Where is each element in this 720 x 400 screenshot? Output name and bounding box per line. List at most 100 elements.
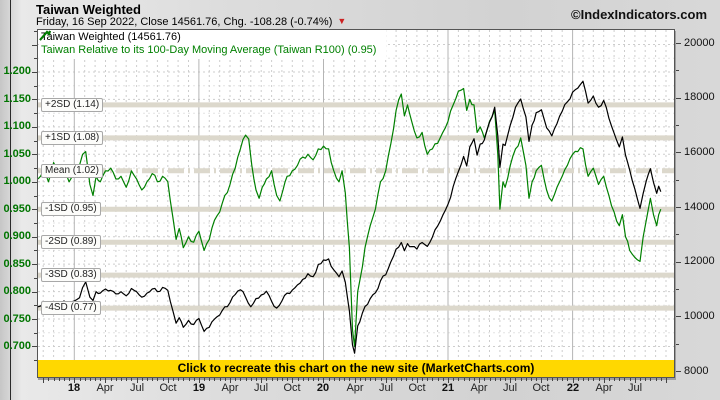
x-axis-tick xyxy=(48,378,49,381)
y-left-tick xyxy=(32,154,37,155)
x-axis-tick xyxy=(256,378,257,381)
x-axis-tick xyxy=(74,378,75,383)
x-axis-tick xyxy=(573,378,574,383)
y-left-tick xyxy=(34,141,37,142)
x-axis-tick xyxy=(635,378,636,383)
x-axis-tick xyxy=(458,378,459,381)
x-axis-label: 19 xyxy=(192,382,206,394)
x-axis-tick xyxy=(396,378,397,381)
x-axis-tick xyxy=(204,378,205,381)
x-axis-label: Jul xyxy=(378,382,394,394)
series-taiwan-r100 xyxy=(38,87,662,348)
y-left-tick xyxy=(34,278,37,279)
x-axis-tick xyxy=(490,378,491,381)
x-axis-tick xyxy=(567,378,568,381)
recreate-banner-button[interactable]: Click to recreate this chart on the new … xyxy=(38,360,674,377)
x-axis-tick xyxy=(479,378,480,383)
x-axis-tick xyxy=(90,378,91,381)
x-axis-tick xyxy=(443,378,444,381)
x-axis-tick xyxy=(495,378,496,381)
x-axis-tick xyxy=(214,378,215,381)
y-right-tick-label: 8000 xyxy=(684,364,709,377)
x-axis-tick xyxy=(168,378,169,383)
chart-canvas xyxy=(38,30,674,360)
x-axis-tick xyxy=(339,378,340,381)
sd-bands xyxy=(38,102,674,311)
y-left-tick-label: 0.700 xyxy=(3,339,31,352)
x-axis-tick xyxy=(609,378,610,381)
y-right-tick xyxy=(676,180,679,181)
y-left-tick-label: 1.150 xyxy=(3,92,31,105)
y-left-tick xyxy=(34,196,37,197)
x-axis-label: Oct xyxy=(408,382,426,394)
x-axis-tick xyxy=(422,378,423,381)
x-axis-tick xyxy=(318,378,319,381)
x-axis-tick xyxy=(147,378,148,381)
y-left-tick xyxy=(34,168,37,169)
x-axis-tick xyxy=(178,378,179,381)
y-left-tick xyxy=(34,58,37,59)
sd-band-label: -3SD (0.83) xyxy=(41,268,101,283)
x-axis-tick xyxy=(547,378,548,381)
sd-band-label: +2SD (1.14) xyxy=(41,97,104,112)
y-right-tick xyxy=(676,98,681,99)
x-axis-tick xyxy=(630,378,631,381)
y-left-tick xyxy=(32,264,37,265)
x-axis-tick xyxy=(583,378,584,381)
x-axis-tick xyxy=(59,378,60,381)
y-right-tick-label: 10000 xyxy=(684,309,715,322)
x-axis-tick xyxy=(189,378,190,381)
y-left-tick-label: 0.750 xyxy=(3,312,31,325)
legend-label: Taiwan Weighted (14561.76) xyxy=(41,31,181,43)
x-axis-tick xyxy=(292,378,293,383)
x-axis-tick xyxy=(308,378,309,381)
banner-text: Click to recreate this chart on the new … xyxy=(177,361,535,375)
x-axis-label: Oct xyxy=(283,382,301,394)
x-axis-tick xyxy=(298,378,299,381)
x-axis-tick xyxy=(557,378,558,381)
y-right-tick xyxy=(676,125,679,126)
legend: Taiwan Weighted (14561.76) Taiwan Relati… xyxy=(39,30,387,59)
y-right-tick-label: 20000 xyxy=(684,36,715,49)
x-axis-tick xyxy=(614,378,615,381)
x-axis-tick xyxy=(536,378,537,381)
sd-band-label: +1SD (1.08) xyxy=(41,130,104,145)
x-axis-tick xyxy=(329,378,330,381)
y-left-tick xyxy=(34,333,37,334)
y-left-tick xyxy=(32,346,37,347)
x-axis-tick xyxy=(272,378,273,381)
x-axis-tick xyxy=(246,378,247,381)
y-left-tick xyxy=(34,360,37,361)
y-right-tick xyxy=(676,70,679,71)
x-axis-tick xyxy=(69,378,70,381)
y-left-tick xyxy=(32,127,37,128)
x-axis-tick xyxy=(432,378,433,381)
x-axis-tick xyxy=(43,378,44,383)
x-axis-tick xyxy=(163,378,164,381)
x-axis-tick xyxy=(453,378,454,381)
x-axis-tick xyxy=(199,378,200,383)
y-right-tick xyxy=(676,43,681,44)
y-right-tick-label: 16000 xyxy=(684,145,715,158)
y-right-tick xyxy=(676,234,679,235)
frame-left-border xyxy=(10,0,11,400)
y-left-tick-label: 1.100 xyxy=(3,120,31,133)
x-axis-tick xyxy=(303,378,304,381)
sd-band-label: -1SD (0.95) xyxy=(41,202,101,217)
x-axis-tick xyxy=(126,378,127,381)
x-axis-tick xyxy=(251,378,252,381)
y-left-tick xyxy=(32,319,37,320)
x-axis-tick xyxy=(80,378,81,381)
x-axis-label: 18 xyxy=(67,382,81,394)
x-axis-tick xyxy=(344,378,345,381)
x-axis-tick xyxy=(313,378,314,381)
x-axis-label: Oct xyxy=(159,382,177,394)
x-axis-label: Jul xyxy=(129,382,145,394)
y-left-tick-label: 1.050 xyxy=(3,147,31,160)
y-left-tick xyxy=(32,45,37,46)
x-axis-tick xyxy=(365,378,366,381)
x-axis-tick xyxy=(412,378,413,381)
x-axis-tick xyxy=(54,378,55,381)
x-axis-tick xyxy=(64,378,65,381)
x-axis-tick xyxy=(593,378,594,381)
